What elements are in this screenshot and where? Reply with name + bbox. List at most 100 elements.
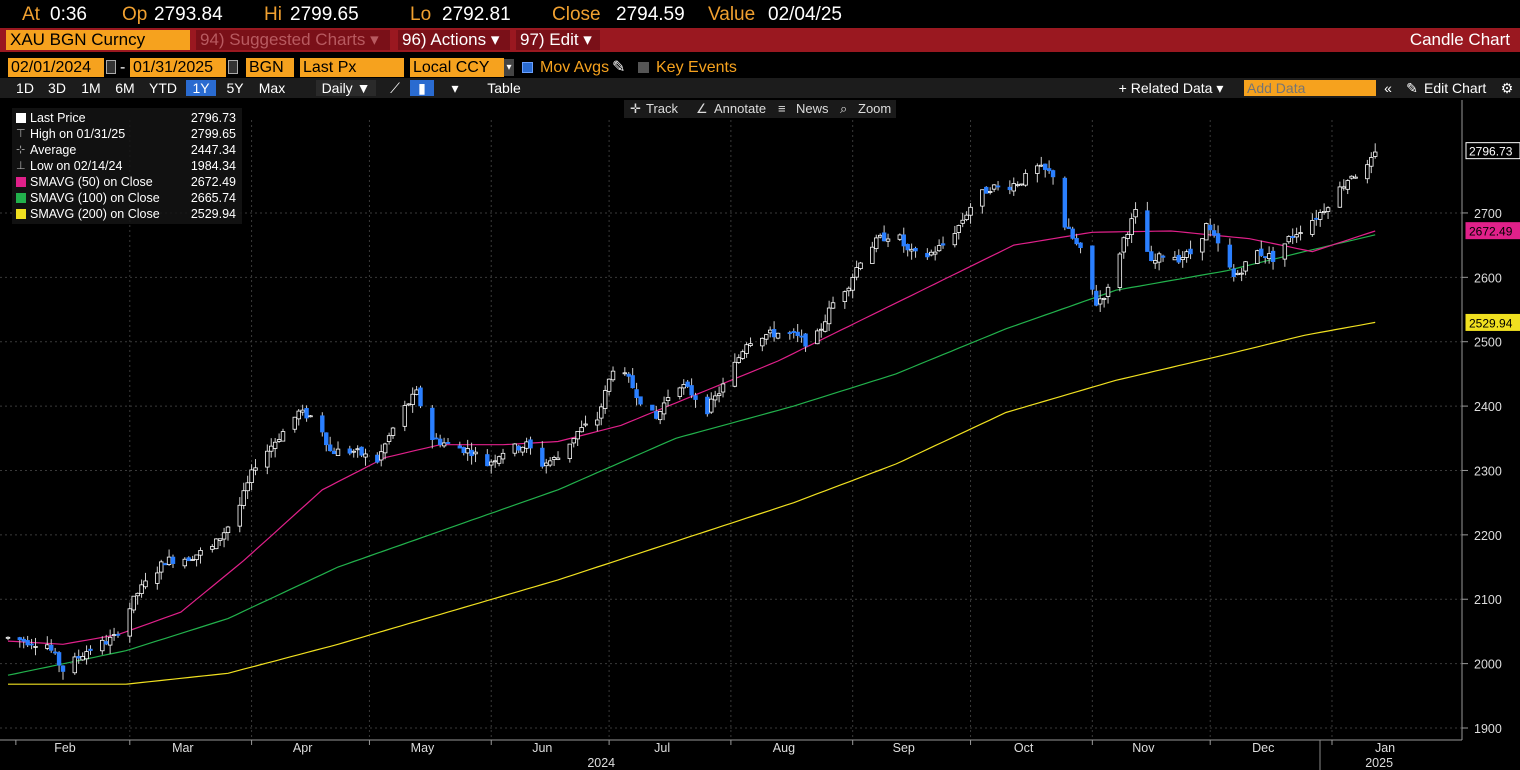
legend-entry[interactable]: SMAVG (200) on Close 2529.94: [12, 206, 242, 222]
legend-entry[interactable]: ⊹ Average 2447.34: [12, 142, 242, 158]
crosshair-icon[interactable]: ✛: [630, 101, 641, 116]
y-axis: 1900 2000 2100 2200 2300 2400 2500 2600 2700: [1462, 207, 1502, 736]
candle-body: [1204, 223, 1209, 241]
related-data-button[interactable]: + Related Data ▾: [1118, 80, 1224, 96]
legend-entry[interactable]: Last Price 2796.73: [12, 110, 242, 126]
candle-body: [1314, 217, 1319, 220]
candle-body: [1180, 257, 1185, 261]
legend-entry[interactable]: ⊥ Low on 02/14/24 1984.34: [12, 158, 242, 174]
news-icon[interactable]: ≡: [778, 101, 786, 116]
suggested-charts-button[interactable]: 94) Suggested Charts ▾: [196, 30, 390, 50]
period-6m-button[interactable]: 6M: [115, 80, 135, 96]
quote-value-label: Value: [708, 4, 756, 25]
line-chart-icon[interactable]: ⟋: [390, 80, 400, 96]
pencil-icon[interactable]: ✎: [612, 59, 626, 76]
candle-body: [638, 396, 643, 405]
candle-body: [1200, 238, 1205, 253]
add-data-input[interactable]: [1244, 80, 1376, 96]
source-field[interactable]: BGN: [246, 58, 294, 77]
zoom-button[interactable]: Zoom: [858, 101, 892, 116]
candle-body: [512, 443, 518, 454]
candle-body: [1365, 164, 1370, 180]
candle-body: [1145, 210, 1150, 252]
calendar-icon[interactable]: [106, 60, 116, 74]
candle-body: [610, 370, 616, 381]
period-5y-button[interactable]: 5Y: [226, 80, 244, 96]
legend-name: Low on 02/14/24: [30, 159, 123, 173]
edit-chart-button[interactable]: Edit Chart: [1424, 80, 1487, 96]
candle-body: [190, 559, 195, 561]
candle-body: [712, 395, 718, 401]
candle-body: [925, 252, 930, 258]
candle-body: [159, 561, 164, 573]
annotate-icon[interactable]: ∠: [696, 101, 708, 116]
chevron-down-icon[interactable]: ▾: [504, 59, 514, 76]
legend-entry[interactable]: SMAVG (100) on Close 2665.74: [12, 190, 242, 206]
candle-body: [1227, 244, 1233, 268]
gear-icon[interactable]: ⚙: [1500, 80, 1514, 96]
field-selector[interactable]: Last Px: [300, 58, 404, 77]
period-1y-button[interactable]: 1Y: [186, 80, 216, 96]
mov-avgs-checkbox[interactable]: [522, 62, 533, 73]
chart-toolbar: 1D 3D 1M 6M YTD 1Y 5Y Max Daily ▼ ⟋ ▮ ▾ Table +…: [0, 78, 1520, 98]
candle-body: [162, 563, 168, 566]
mov-avgs-label: Mov Avgs: [540, 59, 610, 76]
candle-body: [846, 287, 851, 292]
candle-body: [874, 237, 879, 250]
y-tick-label: 2100: [1474, 593, 1502, 607]
legend-entry[interactable]: ⊤ High on 01/31/25 2799.65: [12, 126, 242, 142]
pencil-icon[interactable]: ✎: [1406, 80, 1418, 96]
actions-button[interactable]: 96) Actions ▾: [398, 30, 510, 50]
legend-entry[interactable]: SMAVG (50) on Close 2672.49: [12, 174, 242, 190]
sma50-path: [7, 230, 1376, 645]
candle-body: [787, 332, 793, 334]
candle-body: [296, 410, 301, 420]
candle-body: [457, 445, 463, 449]
candle-body: [335, 448, 341, 456]
search-icon[interactable]: ⌕: [840, 101, 848, 116]
candle-body: [237, 504, 242, 527]
candle-body: [434, 437, 439, 440]
candle-body: [241, 490, 246, 506]
candle-body: [524, 441, 529, 449]
candle-body: [1373, 151, 1378, 157]
start-date-field[interactable]: 02/01/2024: [8, 58, 104, 77]
quote-lo-label: Lo: [410, 4, 432, 25]
period-3d-button[interactable]: 3D: [48, 80, 66, 96]
candle-body: [221, 532, 227, 540]
frequency-selector[interactable]: Daily ▼: [316, 80, 376, 96]
end-date-field[interactable]: 01/31/2025: [130, 58, 226, 77]
key-events-checkbox[interactable]: [638, 62, 649, 73]
candle-body: [17, 637, 22, 641]
quote-op-value: 2793.84: [154, 4, 223, 25]
candle-body: [324, 432, 329, 446]
period-ytd-button[interactable]: YTD: [149, 80, 177, 96]
edit-button[interactable]: 97) Edit ▾: [516, 30, 600, 50]
candle-body: [29, 643, 34, 646]
candle-body: [795, 331, 800, 336]
currency-selector[interactable]: Local CCY: [410, 58, 504, 77]
table-button[interactable]: Table: [487, 80, 521, 96]
candle-body: [987, 191, 993, 193]
period-1m-button[interactable]: 1M: [81, 80, 101, 96]
candle-body: [500, 452, 506, 460]
candle-body: [980, 189, 985, 207]
annotate-button[interactable]: Annotate: [714, 101, 767, 116]
candle-body: [595, 419, 600, 426]
track-button[interactable]: Track: [646, 101, 679, 116]
period-1d-button[interactable]: 1D: [16, 80, 34, 96]
collapse-icon[interactable]: «: [1384, 80, 1392, 96]
candle-body: [437, 438, 443, 445]
candle-body: [127, 608, 132, 637]
ticker-field[interactable]: XAU BGN Curncy: [6, 30, 190, 50]
period-max-button[interactable]: Max: [258, 80, 286, 96]
chevron-down-icon[interactable]: ▾: [451, 80, 459, 96]
candle-chart[interactable]: 1900 2000 2100 2200 2300 2400 2500 2600 2700 Feb…: [0, 98, 1520, 770]
news-button[interactable]: News: [796, 101, 829, 116]
calendar-icon[interactable]: [228, 60, 238, 74]
candle-body: [210, 546, 215, 550]
candle-body: [143, 580, 148, 588]
candle-chart-icon[interactable]: ▮: [410, 80, 434, 96]
candle-body: [131, 595, 136, 611]
candle-body: [1046, 168, 1052, 172]
